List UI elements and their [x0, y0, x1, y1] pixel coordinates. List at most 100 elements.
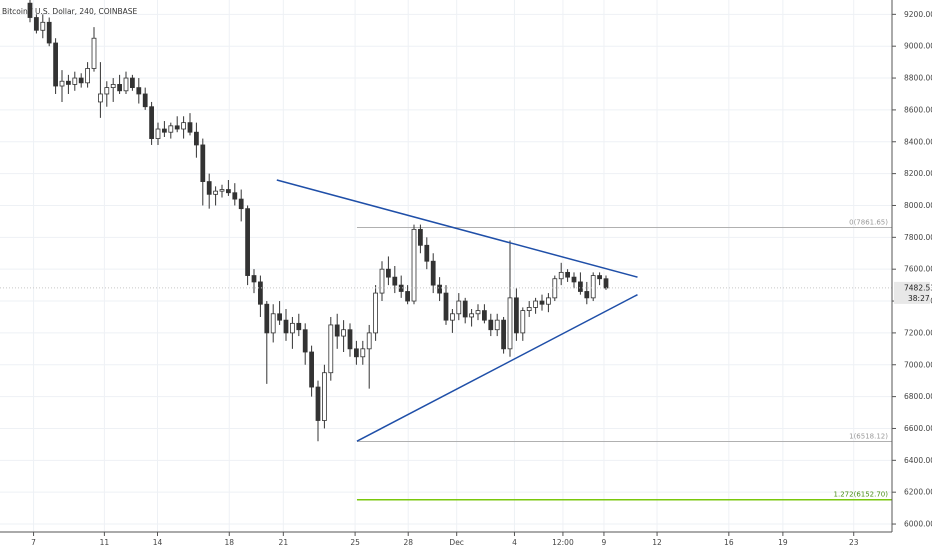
candle[interactable]	[501, 316, 506, 354]
candle-body-down	[283, 319, 289, 334]
candle[interactable]	[462, 297, 468, 324]
candle[interactable]	[418, 224, 423, 254]
candle[interactable]	[283, 309, 289, 341]
candle[interactable]	[270, 304, 276, 343]
candle[interactable]	[174, 116, 180, 133]
candle[interactable]	[578, 272, 583, 295]
candle[interactable]	[91, 27, 97, 72]
time-axis[interactable]: 7 11 14 18 21 25 28 Dec 4 12:00 9 12 16 19 23	[31, 532, 859, 547]
candle[interactable]	[354, 340, 359, 365]
candle[interactable]	[430, 253, 436, 294]
time-tick-label: 14	[153, 538, 163, 547]
candle[interactable]	[405, 285, 410, 305]
candle[interactable]	[59, 70, 65, 102]
candle[interactable]	[46, 17, 52, 47]
candle[interactable]	[264, 301, 270, 384]
candle[interactable]	[162, 121, 167, 137]
candle[interactable]	[360, 340, 366, 365]
candle[interactable]	[597, 272, 602, 286]
candle[interactable]	[450, 309, 455, 333]
candle[interactable]	[213, 186, 218, 206]
price-tick-label: 6400.00	[904, 456, 932, 465]
upper-trendline[interactable]	[276, 179, 638, 278]
candle[interactable]	[296, 313, 302, 337]
candle[interactable]	[552, 275, 558, 302]
candle[interactable]	[526, 301, 532, 317]
candle[interactable]	[40, 14, 46, 39]
candle[interactable]	[226, 179, 231, 196]
candle[interactable]	[347, 323, 353, 357]
candle[interactable]	[72, 71, 78, 91]
candle[interactable]	[322, 364, 327, 429]
candle[interactable]	[392, 266, 398, 294]
candle[interactable]	[507, 240, 513, 357]
candle-body-up	[558, 271, 564, 280]
lower-trendline[interactable]	[356, 294, 638, 442]
candle[interactable]	[277, 301, 282, 325]
candle[interactable]	[328, 316, 334, 381]
candle[interactable]	[398, 275, 404, 298]
candle[interactable]	[187, 113, 193, 136]
candle[interactable]	[34, 14, 39, 34]
candle[interactable]	[520, 307, 526, 341]
candle[interactable]	[258, 275, 263, 317]
candle[interactable]	[456, 293, 462, 321]
candle[interactable]	[334, 313, 340, 349]
candle[interactable]	[155, 122, 161, 145]
candle[interactable]	[245, 205, 250, 286]
candle[interactable]	[302, 323, 308, 365]
candle[interactable]	[27, 0, 33, 23]
candle[interactable]	[494, 313, 500, 337]
candle[interactable]	[130, 74, 135, 91]
candle[interactable]	[411, 224, 417, 305]
candle[interactable]	[123, 71, 129, 94]
candle[interactable]	[475, 304, 481, 321]
candle[interactable]	[78, 73, 84, 88]
candle[interactable]	[110, 78, 116, 102]
time-tick-label: Dec	[449, 538, 464, 547]
candle[interactable]	[533, 297, 538, 314]
candle[interactable]	[66, 74, 71, 94]
candle[interactable]	[366, 324, 372, 389]
candle[interactable]	[482, 304, 487, 324]
candle[interactable]	[341, 320, 346, 353]
candle[interactable]	[309, 345, 314, 397]
candle[interactable]	[232, 183, 238, 206]
candle[interactable]	[315, 380, 321, 442]
candle[interactable]	[546, 293, 551, 313]
candle[interactable]	[571, 272, 577, 289]
candle[interactable]	[437, 277, 442, 302]
candle[interactable]	[85, 62, 90, 88]
candle[interactable]	[142, 87, 148, 110]
candle[interactable]	[200, 138, 206, 206]
candle[interactable]	[117, 74, 122, 94]
candle[interactable]	[590, 272, 596, 302]
candle[interactable]	[558, 262, 564, 286]
candle[interactable]	[539, 294, 545, 311]
candle[interactable]	[379, 261, 385, 302]
candle[interactable]	[443, 285, 449, 325]
candle[interactable]	[168, 122, 174, 139]
candle[interactable]	[584, 281, 590, 305]
candle[interactable]	[488, 313, 494, 337]
candle[interactable]	[424, 237, 430, 270]
candle[interactable]	[206, 173, 212, 209]
candle[interactable]	[194, 122, 199, 158]
candle[interactable]	[290, 316, 295, 349]
candle[interactable]	[98, 62, 103, 118]
candle[interactable]	[149, 101, 154, 145]
candle[interactable]	[104, 81, 110, 107]
candle[interactable]	[219, 184, 225, 198]
candle[interactable]	[238, 189, 244, 222]
price-axis[interactable]: 9200.00 9000.00 8800.00 8600.00 8400.00 8200.…	[892, 10, 932, 529]
candle[interactable]	[251, 269, 257, 294]
candle[interactable]	[181, 116, 186, 139]
candle[interactable]	[469, 309, 474, 327]
candle[interactable]	[373, 285, 378, 341]
candle[interactable]	[136, 78, 142, 104]
candle[interactable]	[514, 288, 519, 341]
candle[interactable]	[565, 269, 570, 282]
candle[interactable]	[53, 38, 58, 94]
candle[interactable]	[386, 256, 391, 286]
